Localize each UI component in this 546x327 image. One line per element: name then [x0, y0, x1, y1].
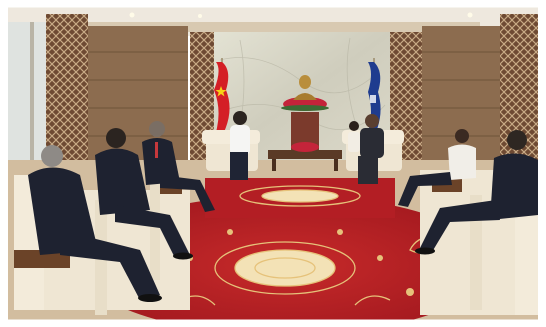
back-table-leg — [334, 159, 338, 171]
person-left-2-body — [95, 148, 150, 215]
left-window-frame — [30, 22, 34, 217]
person-host-legs — [230, 152, 248, 180]
right-sofa-arm — [470, 195, 482, 310]
vietnam-flag-icon — [214, 62, 230, 132]
flag-star-icon — [215, 86, 227, 97]
person-left-3-head — [149, 121, 165, 137]
right-delegation — [398, 129, 538, 255]
person-interpreter — [348, 132, 360, 152]
person-right-1-legs — [398, 172, 452, 207]
shoe — [138, 294, 162, 302]
side-table — [14, 250, 70, 268]
person-left-1-head — [41, 145, 63, 167]
table-flowers — [291, 142, 319, 152]
person-left-1-legs — [60, 230, 160, 300]
person-guest-legs — [358, 156, 378, 184]
back-table-leg — [272, 159, 276, 171]
left-lattice-screen — [46, 14, 88, 162]
person-right-1-head — [455, 129, 469, 143]
person-host-head — [233, 111, 247, 125]
person-host-body — [230, 125, 250, 155]
ceiling-light — [129, 12, 135, 18]
ceiling-trim — [60, 22, 480, 32]
person-left-1-body — [28, 167, 98, 255]
person-left-3-legs — [160, 175, 215, 212]
person-left-2-legs — [115, 205, 190, 258]
bust-head — [299, 75, 311, 89]
shoe — [173, 252, 193, 260]
person-left-3-body — [142, 138, 180, 185]
person-right-2-legs — [420, 200, 500, 252]
flower-leaves — [281, 105, 329, 111]
person-right-2-body — [490, 153, 538, 220]
back-table — [268, 150, 342, 159]
person-guest-body — [360, 128, 384, 158]
left-wood-wall — [88, 26, 188, 161]
left-sofa-arm — [150, 180, 160, 280]
person-interpreter-head — [349, 121, 359, 131]
ceiling-light — [198, 14, 202, 18]
person-left-2-head — [106, 128, 126, 148]
left-delegation — [28, 121, 215, 302]
shoe — [415, 247, 435, 255]
person-right-1-body — [448, 144, 476, 180]
person-guest-head — [365, 114, 379, 128]
ceiling-light — [467, 12, 473, 18]
bust-shoulders — [293, 93, 317, 100]
tie — [155, 142, 158, 158]
blue-flag-emblem — [370, 95, 376, 103]
person-right-2-head — [507, 130, 527, 150]
